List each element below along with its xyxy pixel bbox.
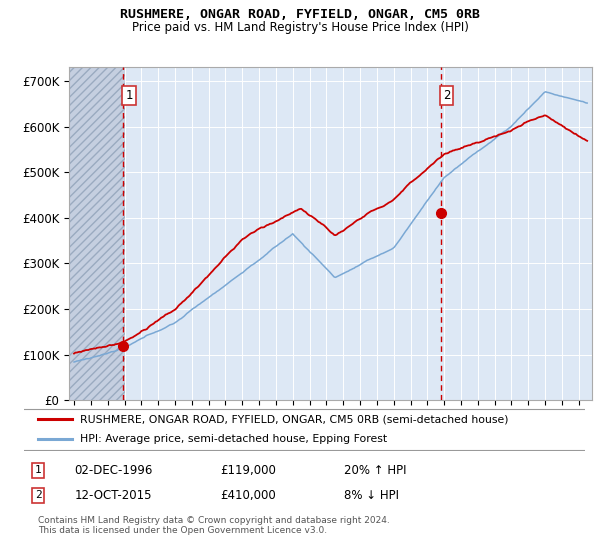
Text: 2: 2 [443, 89, 450, 102]
Text: 20% ↑ HPI: 20% ↑ HPI [344, 464, 406, 477]
Text: 12-OCT-2015: 12-OCT-2015 [74, 489, 152, 502]
FancyBboxPatch shape [21, 409, 587, 450]
Text: RUSHMERE, ONGAR ROAD, FYFIELD, ONGAR, CM5 0RB: RUSHMERE, ONGAR ROAD, FYFIELD, ONGAR, CM… [120, 8, 480, 21]
Text: 2: 2 [35, 490, 41, 500]
Bar [69, 67, 125, 400]
Text: Price paid vs. HM Land Registry's House Price Index (HPI): Price paid vs. HM Land Registry's House … [131, 21, 469, 34]
Text: £119,000: £119,000 [220, 464, 276, 477]
Text: HPI: Average price, semi-detached house, Epping Forest: HPI: Average price, semi-detached house,… [80, 434, 387, 444]
Text: £410,000: £410,000 [220, 489, 276, 502]
Text: 1: 1 [35, 465, 41, 475]
Text: 8% ↓ HPI: 8% ↓ HPI [344, 489, 399, 502]
Text: Contains HM Land Registry data © Crown copyright and database right 2024.
This d: Contains HM Land Registry data © Crown c… [38, 516, 390, 535]
Text: 1: 1 [125, 89, 133, 102]
Text: 02-DEC-1996: 02-DEC-1996 [74, 464, 153, 477]
Text: RUSHMERE, ONGAR ROAD, FYFIELD, ONGAR, CM5 0RB (semi-detached house): RUSHMERE, ONGAR ROAD, FYFIELD, ONGAR, CM… [80, 414, 509, 424]
